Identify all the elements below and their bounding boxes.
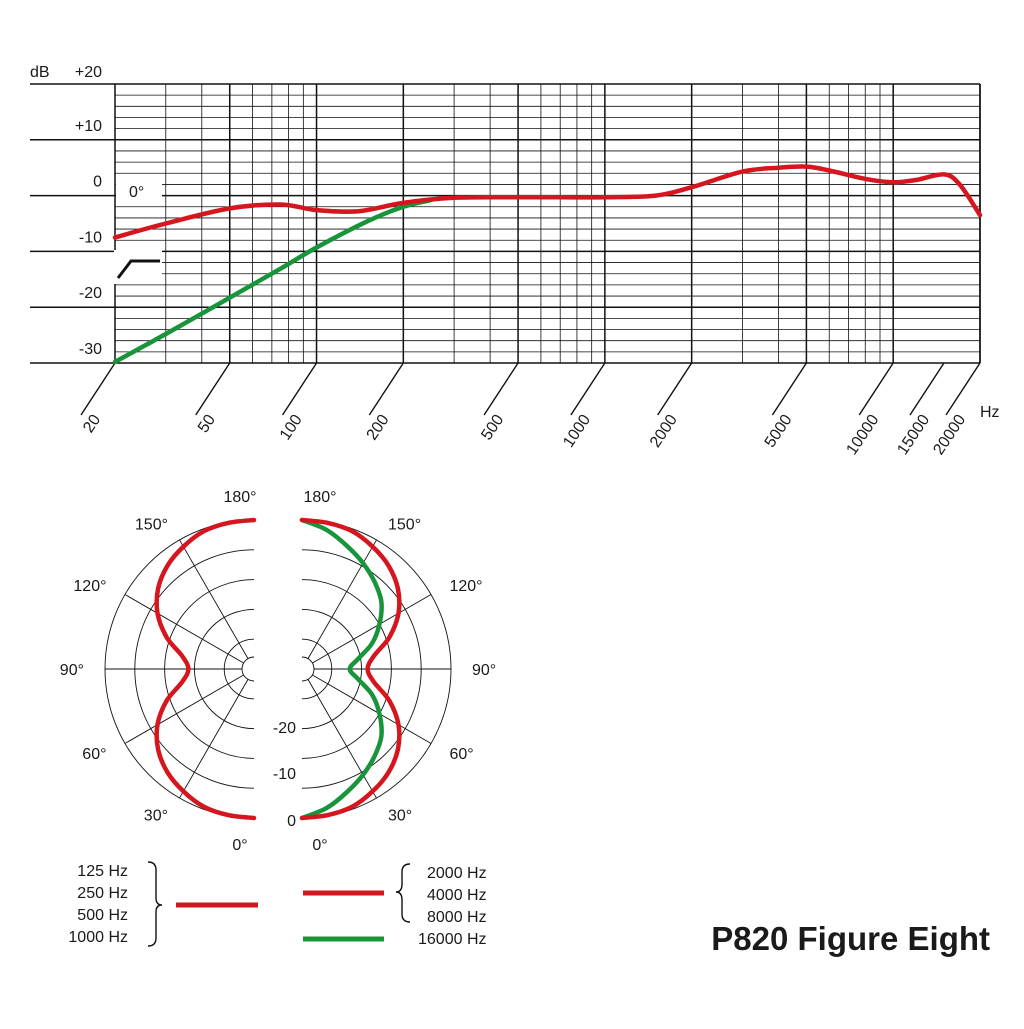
polar-spoke: [312, 594, 432, 664]
x-tick-label: 2000: [647, 412, 681, 451]
polar-angle-label-right: 0°: [312, 837, 327, 854]
polar-level-label: -10: [273, 766, 296, 783]
x-axis-unit: Hz: [980, 404, 1000, 421]
polar-angle-label-left: 180°: [223, 489, 256, 506]
polar-spoke: [124, 674, 244, 744]
legend: 125 Hz 250 Hz 500 Hz 1000 Hz 2000 Hz 400…: [68, 861, 487, 948]
polar-spoke: [179, 679, 249, 799]
frequency-response-axes: dB +20 +10 0 -10 -20 -30 20 50 100 200 500 1000 2000 5…: [30, 64, 1000, 458]
x-tick-slash: [771, 362, 807, 416]
low-cut-filter-icon: [116, 259, 160, 279]
polar-angle-label-right: 60°: [449, 746, 473, 763]
polar-angle-label-left: 0°: [232, 837, 247, 854]
x-tick-slash: [195, 362, 231, 416]
x-tick-slash: [483, 362, 519, 416]
legend-left-label-0: 125 Hz: [77, 863, 128, 880]
x-tick-label: 20000: [930, 412, 969, 458]
polar-angle-label-right: 120°: [449, 578, 482, 595]
low-cut-symbol-box: [114, 250, 162, 284]
polar-level-label: 0: [287, 813, 296, 830]
frequency-response-curves: [112, 164, 983, 365]
polar-spoke: [312, 674, 432, 744]
legend-left-label-3: 1000 Hz: [68, 929, 128, 946]
x-tick-slash: [570, 362, 606, 416]
x-tick-slash: [909, 362, 945, 416]
x-tick-label: 200: [364, 412, 393, 444]
legend-right-label-1: 4000 Hz: [427, 887, 487, 904]
product-title: P820 Figure Eight: [711, 920, 990, 957]
legend-left-label-2: 500 Hz: [77, 907, 128, 924]
polar-curve-right-red: [299, 517, 402, 821]
response-curve-green: [112, 197, 434, 365]
polar-hub: [241, 656, 255, 682]
x-tick-label: 100: [277, 412, 306, 444]
x-tick-label: 1000: [560, 412, 594, 451]
polar-grid: [104, 519, 452, 819]
x-tick-slash: [657, 362, 693, 416]
legend-right-label-0: 2000 Hz: [427, 865, 487, 882]
polar-labels: 180° 150° 120° 90° 60° 30° 0° 180° 150° 120° 90° 60…: [60, 489, 496, 854]
x-tick-slash: [80, 362, 116, 416]
y-tick-label: +20: [75, 64, 102, 81]
polar-curve-right-green: [299, 517, 384, 821]
x-tick-slash: [858, 362, 894, 416]
polar-spoke: [124, 594, 244, 664]
y-tick-label: +10: [75, 118, 102, 135]
legend-left-label-1: 250 Hz: [77, 885, 128, 902]
x-tick-slash: [368, 362, 404, 416]
y-axis-label: dB: [30, 64, 50, 81]
polar-spoke: [307, 539, 377, 659]
polar-angle-label-right: 150°: [388, 517, 421, 534]
legend-right-label-3: 16000 Hz: [418, 931, 487, 948]
x-tick-slash: [945, 362, 981, 416]
polar-curve-left-red: [154, 517, 257, 821]
x-tick-label: 15000: [894, 412, 933, 458]
x-tick-label: 10000: [844, 412, 883, 458]
x-tick-label: 50: [195, 412, 219, 436]
polar-angle-label-left: 90°: [60, 662, 84, 679]
polar-hub: [301, 656, 315, 682]
legend-right-label-2: 8000 Hz: [427, 909, 487, 926]
angle-annotation-box: [116, 175, 162, 205]
x-tick-label: 500: [478, 412, 507, 444]
polar-angle-label-right: 180°: [303, 489, 336, 506]
frequency-response-annotations: 0°: [114, 175, 162, 284]
angle-annotation: 0°: [129, 184, 144, 201]
x-tick-slash: [281, 362, 318, 416]
polar-angle-label-right: 90°: [472, 662, 496, 679]
legend-left-brace: [147, 861, 163, 947]
response-curve-red: [112, 164, 983, 240]
legend-right-brace: [395, 863, 411, 923]
polar-curves: [154, 517, 402, 821]
y-tick-label: 0: [93, 174, 102, 191]
y-tick-label: -30: [79, 341, 102, 358]
polar-level-label: -20: [273, 720, 296, 737]
polar-angle-label-left: 120°: [73, 578, 106, 595]
polar-angle-label-right: 30°: [388, 807, 412, 824]
x-tick-label: 20: [80, 412, 104, 436]
polar-angle-label-left: 150°: [135, 517, 168, 534]
polar-angle-label-left: 60°: [82, 746, 106, 763]
polar-spoke: [179, 539, 249, 659]
polar-spoke: [307, 679, 377, 799]
frequency-response-grid: [30, 83, 981, 364]
y-tick-label: -20: [79, 285, 102, 302]
x-tick-label: 5000: [762, 412, 796, 451]
polar-angle-label-left: 30°: [144, 807, 168, 824]
y-tick-label: -10: [79, 229, 102, 246]
